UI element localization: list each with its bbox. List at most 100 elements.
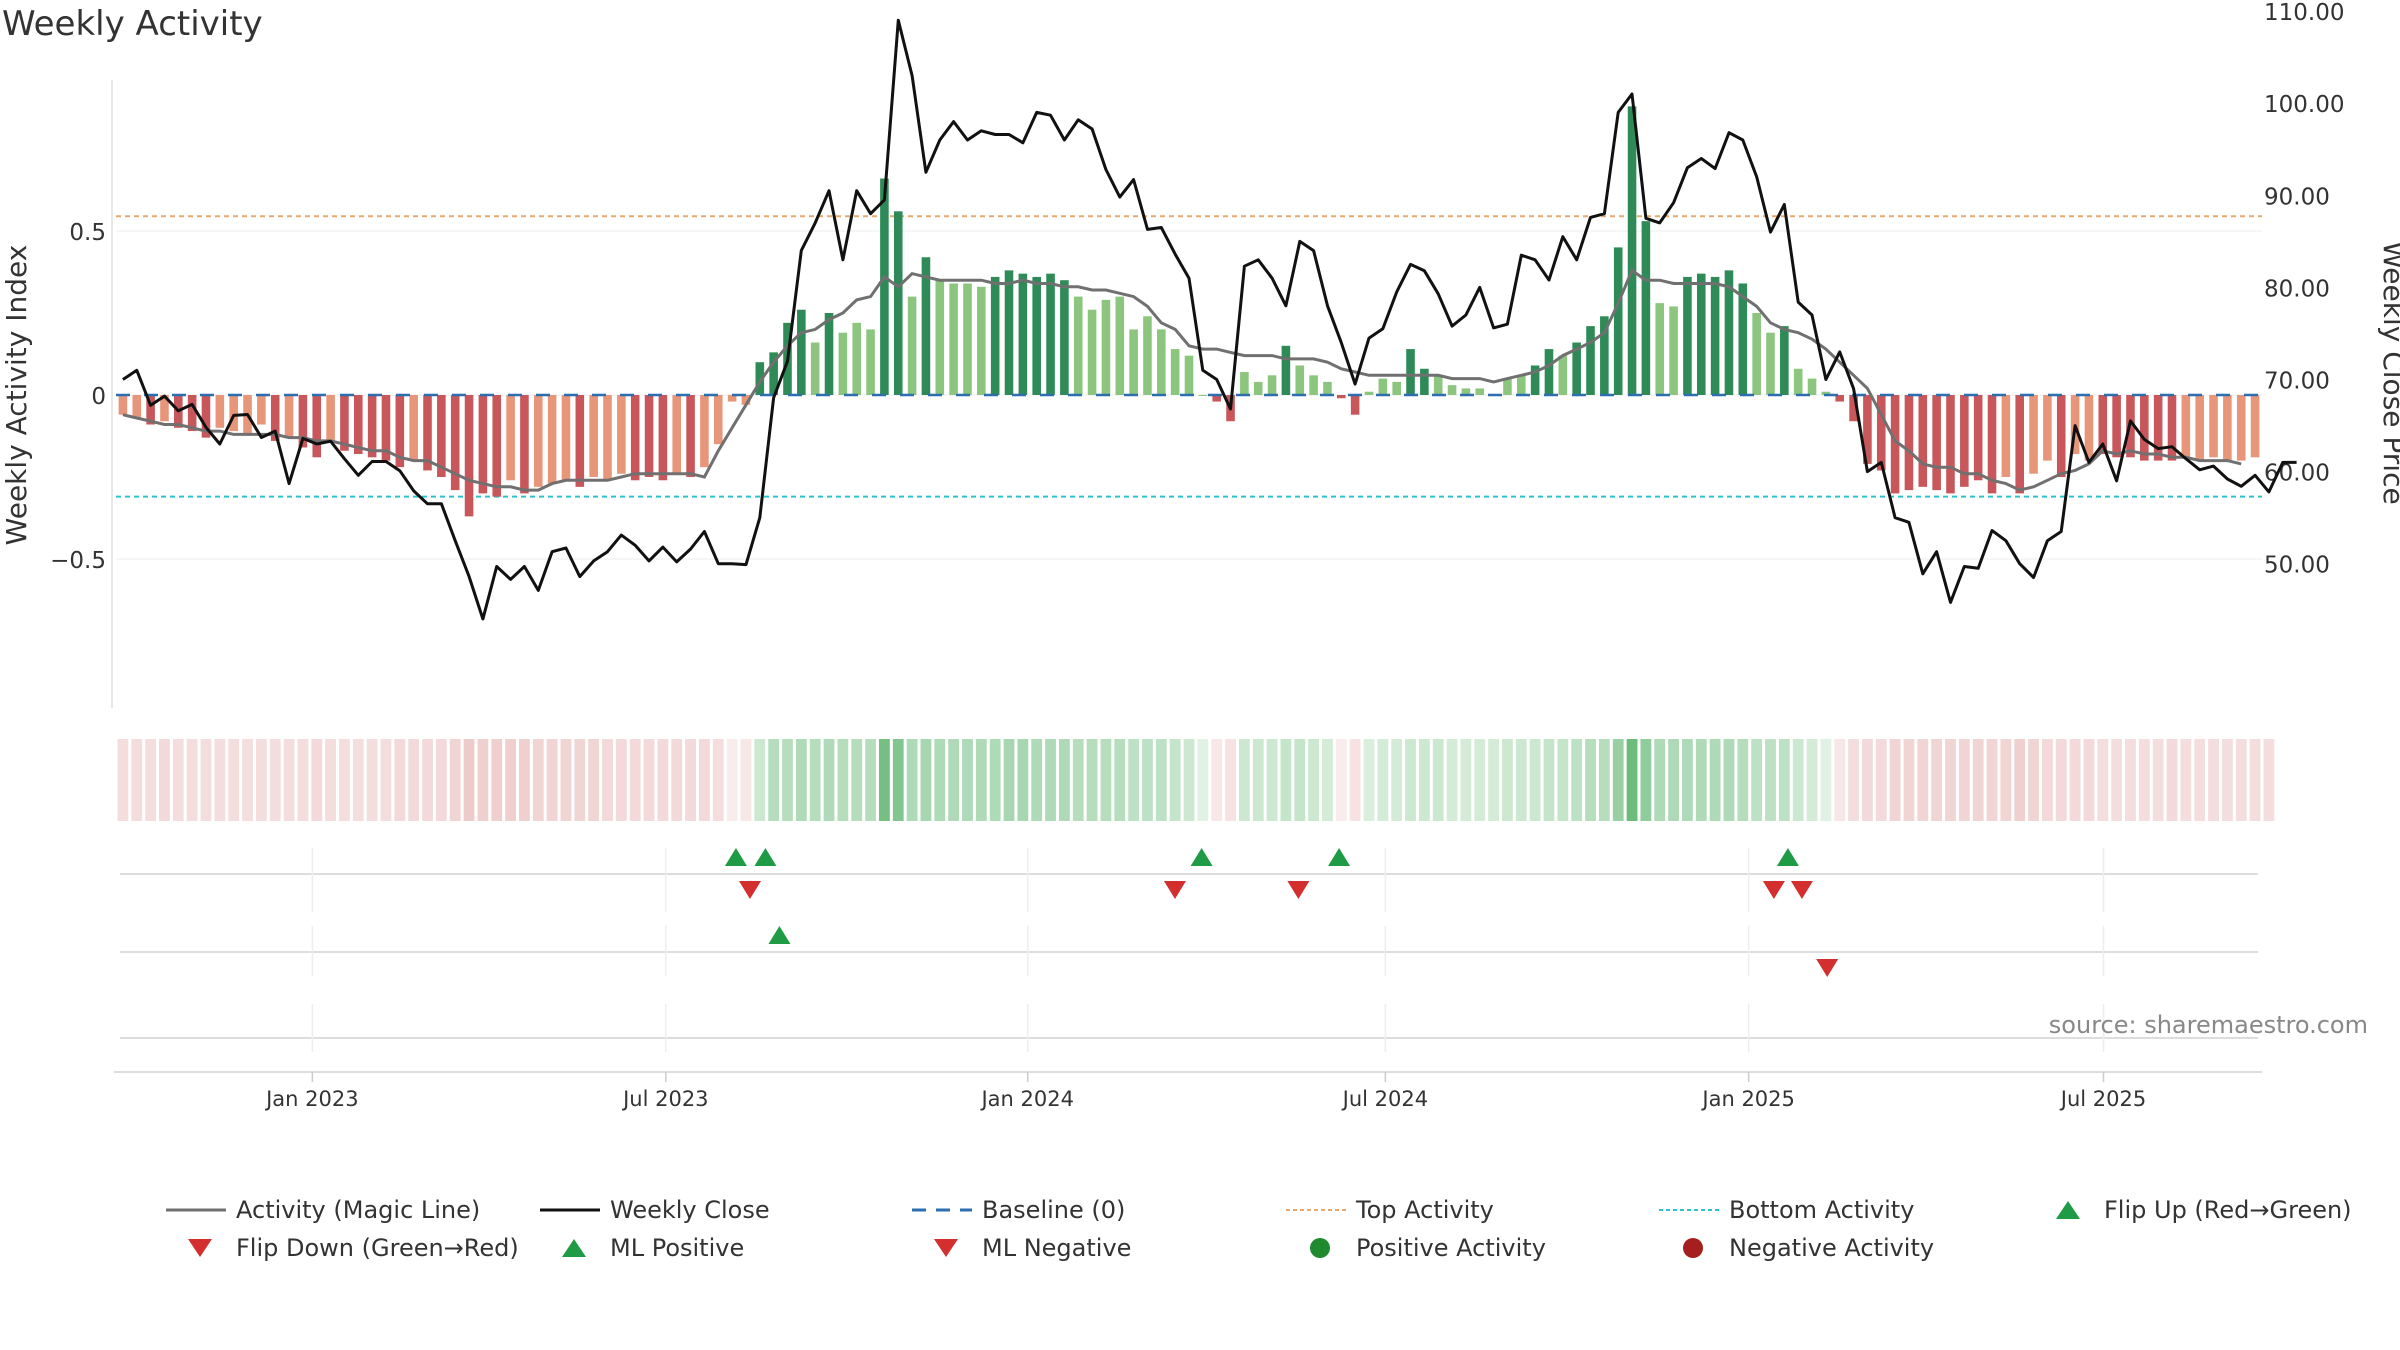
legend-dotted-cyan-icon bbox=[1659, 1209, 1719, 1211]
legend-item-positive-activity[interactable]: Positive Activity bbox=[1284, 1234, 1546, 1262]
activity-bar bbox=[215, 395, 225, 428]
heat-strip-cell bbox=[255, 739, 267, 821]
heat-strip-cell bbox=[657, 739, 669, 821]
heat-strip-cell bbox=[1848, 739, 1859, 821]
legend-item-top-activity[interactable]: Top Activity bbox=[1284, 1196, 1494, 1224]
activity-bar bbox=[533, 395, 543, 487]
y-right-axis-label: Weekly Close Price bbox=[2377, 241, 2400, 504]
heat-strip-cell bbox=[2249, 739, 2261, 821]
heat-strip-cell bbox=[283, 739, 295, 821]
activity-bar bbox=[1032, 276, 1041, 395]
y-right-tick-label: 70.00 bbox=[2264, 369, 2330, 395]
heat-strip-cell bbox=[560, 739, 572, 821]
flip-up-marker bbox=[1190, 848, 1213, 866]
ml-negative-marker bbox=[1816, 959, 1839, 977]
legend-item-ml-positive[interactable]: ML Positive bbox=[538, 1234, 744, 1262]
heat-strip-cell bbox=[2055, 739, 2067, 821]
legend-line-gray-icon bbox=[166, 1208, 226, 1212]
heat-strip-cell bbox=[311, 739, 323, 821]
flip-down-marker bbox=[1163, 881, 1186, 899]
activity-bar bbox=[1932, 395, 1941, 491]
activity-bar bbox=[270, 395, 280, 441]
heat-strip-cell bbox=[685, 739, 696, 821]
activity-bar bbox=[1295, 365, 1305, 395]
legend-item-ml-negative[interactable]: ML Negative bbox=[910, 1234, 1131, 1262]
legend-item-negative-activity[interactable]: Negative Activity bbox=[1657, 1234, 1934, 1262]
x-tick-label: Jan 2024 bbox=[979, 1087, 1074, 1111]
activity-bar bbox=[1309, 375, 1318, 395]
heat-strip-cell bbox=[1792, 739, 1804, 821]
activity-bar bbox=[1793, 368, 1803, 395]
activity-bar bbox=[1669, 306, 1678, 395]
heat-strip-cell bbox=[726, 739, 738, 821]
activity-bar bbox=[2140, 395, 2149, 461]
activity-bar bbox=[187, 395, 197, 432]
legend-label: Top Activity bbox=[1356, 1196, 1494, 1224]
heat-strip-cell bbox=[1626, 739, 1638, 821]
magic-line-series bbox=[122, 268, 2242, 492]
heat-strip-cell bbox=[989, 739, 1001, 821]
legend-item-magic-line[interactable]: Activity (Magic Line) bbox=[164, 1196, 480, 1224]
activity-bar bbox=[935, 280, 945, 395]
legend-item-baseline[interactable]: Baseline (0) bbox=[910, 1196, 1125, 1224]
heat-strip-cell bbox=[532, 739, 544, 821]
activity-bar bbox=[810, 342, 820, 395]
heat-strip-cell bbox=[1405, 739, 1416, 821]
heat-strip-cell bbox=[740, 739, 752, 821]
activity-bar bbox=[132, 395, 142, 418]
heat-strip-cell bbox=[1128, 739, 1140, 821]
flip-up-marker bbox=[1776, 848, 1799, 866]
heat-strip-cell bbox=[1280, 739, 1292, 821]
heat-strip-cell bbox=[1045, 739, 1056, 821]
activity-bar bbox=[2195, 395, 2204, 461]
activity-bar bbox=[2015, 395, 2024, 494]
heat-strip-cell bbox=[1017, 739, 1029, 821]
activity-bar bbox=[1198, 395, 1208, 396]
heat-strip-cell bbox=[782, 739, 793, 821]
heat-strip-cell bbox=[574, 739, 586, 821]
heat-strip-cell bbox=[2028, 739, 2039, 821]
heat-strip-cell bbox=[1294, 739, 1306, 821]
heat-strip-cell bbox=[2083, 739, 2095, 821]
heat-strip-cell bbox=[1668, 739, 1679, 821]
triangle-down-red-icon bbox=[934, 1239, 958, 1257]
activity-bar bbox=[118, 395, 128, 415]
activity-bar bbox=[838, 332, 848, 395]
activity-bar bbox=[1475, 388, 1485, 395]
activity-bar bbox=[367, 395, 377, 458]
heat-strip-cell bbox=[435, 739, 447, 821]
y-left-axis-label: Weekly Activity Index bbox=[0, 245, 33, 546]
heat-strip-cell bbox=[1446, 739, 1458, 821]
heat-strip-cell bbox=[768, 739, 780, 821]
activity-bar bbox=[326, 395, 335, 441]
heat-strip-cell bbox=[1349, 739, 1361, 821]
heat-strip-cell bbox=[2042, 739, 2053, 821]
activity-bar bbox=[1087, 309, 1097, 395]
heat-strip-cell bbox=[1529, 739, 1541, 821]
legend-item-bottom-activity[interactable]: Bottom Activity bbox=[1657, 1196, 1914, 1224]
legend-item-flip-up[interactable]: Flip Up (Red→Green) bbox=[2032, 1196, 2352, 1224]
heat-strip-cell bbox=[380, 739, 392, 821]
flip-down-marker bbox=[738, 881, 761, 899]
heat-strip-cell bbox=[1585, 739, 1596, 821]
activity-bar bbox=[298, 395, 308, 448]
activity-bar bbox=[1876, 395, 1886, 471]
activity-bar bbox=[1586, 326, 1595, 395]
heat-strip-cell bbox=[2125, 739, 2136, 821]
legend-label: ML Negative bbox=[982, 1234, 1132, 1262]
heat-strip-cell bbox=[1086, 739, 1098, 821]
heat-strip-cell bbox=[1612, 739, 1624, 821]
heat-strip-cell bbox=[1931, 739, 1943, 821]
legend-item-weekly-close[interactable]: Weekly Close bbox=[538, 1196, 770, 1224]
activity-bar bbox=[1004, 270, 1014, 395]
heat-strip-cell bbox=[643, 739, 655, 821]
activity-bar bbox=[1863, 395, 1872, 464]
heat-strip-cell bbox=[131, 739, 143, 821]
heat-strip-cell bbox=[809, 739, 821, 821]
activity-bar bbox=[1060, 280, 1069, 395]
legend-item-flip-down[interactable]: Flip Down (Green→Red) bbox=[164, 1234, 519, 1262]
activity-bar bbox=[547, 395, 557, 484]
activity-bar bbox=[1766, 332, 1775, 395]
heat-strip-cell bbox=[1432, 739, 1444, 821]
heat-strip-cell bbox=[1765, 739, 1776, 821]
